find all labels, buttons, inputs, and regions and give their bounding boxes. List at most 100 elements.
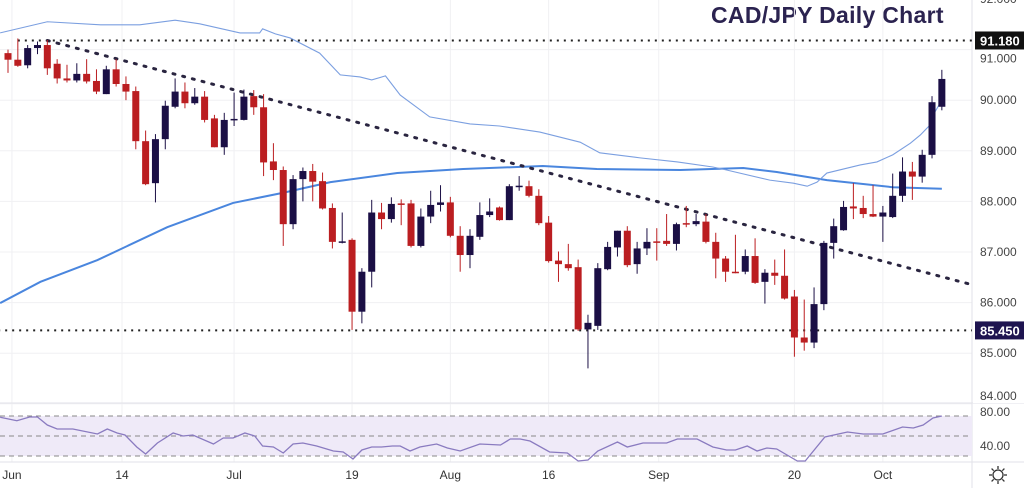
time-tick-label: 16	[542, 468, 556, 482]
candle-down	[92, 80, 100, 92]
candle-up	[368, 212, 376, 272]
candle-up	[820, 242, 828, 305]
candle-down	[731, 271, 739, 274]
candle-up	[889, 195, 897, 218]
candle-up	[840, 206, 848, 231]
trendline	[45, 38, 1022, 300]
time-tick-label: Sep	[648, 468, 670, 482]
candle-down	[702, 221, 710, 242]
candle-down	[849, 206, 857, 209]
candle-up	[486, 211, 494, 216]
candle-down	[496, 207, 503, 221]
price-tick-label: 87.000	[980, 245, 1017, 259]
candle-up	[289, 179, 297, 225]
price-level-label: 91.180	[980, 33, 1020, 48]
candle-up	[358, 271, 366, 312]
candle-down	[260, 107, 268, 163]
candle-down	[132, 91, 140, 142]
price-tick-label: 90.000	[980, 93, 1017, 107]
rsi-line	[0, 415, 942, 462]
candle-up	[938, 78, 946, 107]
candle-up	[476, 215, 484, 237]
candle-down	[210, 118, 218, 148]
candle-up	[191, 96, 199, 104]
candle-up	[102, 69, 110, 95]
time-tick-label: 19	[345, 468, 359, 482]
candle-up	[338, 241, 346, 243]
price-level-label: 85.450	[980, 323, 1020, 338]
price-tick-label: 86.000	[980, 296, 1017, 310]
candle-down	[201, 96, 209, 120]
candle-down	[545, 222, 553, 262]
time-tick-label: 14	[115, 468, 129, 482]
candle-down	[908, 171, 916, 177]
candle-up	[466, 235, 474, 256]
candle-down	[279, 170, 287, 225]
candle-up	[230, 118, 238, 121]
candle-down	[348, 239, 356, 312]
candle-up	[672, 224, 680, 244]
candle-up	[918, 154, 926, 177]
candle-down	[663, 240, 671, 244]
candle-down	[712, 241, 720, 259]
candle-up	[240, 96, 248, 120]
moving-average-slow	[0, 164, 942, 304]
candle-down	[682, 223, 690, 225]
settings-icon[interactable]	[988, 465, 1008, 485]
candle-down	[535, 195, 543, 224]
candle-up	[299, 171, 307, 180]
candle-down	[122, 83, 130, 92]
time-tick-label: Jun	[2, 468, 21, 482]
candle-down	[181, 91, 189, 104]
candle-up	[692, 221, 700, 225]
candle-down	[722, 258, 730, 272]
candle-down	[800, 337, 808, 343]
candle-up	[33, 45, 41, 49]
candle-down	[446, 202, 454, 236]
candle-up	[151, 139, 159, 184]
candle-down	[653, 241, 661, 243]
price-tick-label: 89.000	[980, 144, 1017, 158]
candle-up	[633, 248, 641, 265]
candle-down	[859, 207, 867, 215]
candle-up	[810, 304, 818, 343]
candle-down	[574, 267, 582, 330]
candle-up	[761, 272, 769, 282]
candle-down	[407, 203, 415, 246]
time-tick-label: Aug	[440, 468, 461, 482]
candle-down	[771, 272, 779, 276]
rsi-tick-label: 40.00	[980, 439, 1010, 453]
candle-down	[142, 141, 150, 185]
candle-up	[437, 202, 445, 205]
candle-up	[220, 119, 228, 148]
price-tick-label: 84.000	[980, 389, 1017, 403]
price-level-badge	[975, 321, 1024, 340]
candle-up	[613, 230, 621, 248]
candle-up	[594, 268, 602, 326]
candle-up	[928, 102, 936, 155]
time-tick-label: 20	[788, 468, 802, 482]
candle-down	[328, 207, 336, 242]
candle-down	[564, 264, 572, 269]
rsi-tick-label: 80.00	[980, 405, 1010, 419]
candle-up	[741, 256, 749, 272]
time-tick-label: Jul	[226, 468, 241, 482]
candle-up	[505, 186, 513, 221]
candle-up	[161, 105, 169, 140]
candle-up	[171, 91, 179, 107]
candle-up	[515, 185, 523, 188]
candle-down	[63, 78, 71, 81]
candle-up	[73, 73, 81, 81]
candle-up	[643, 241, 651, 249]
candle-down	[790, 296, 798, 338]
price-tick-label: 85.000	[980, 346, 1017, 360]
candle-up	[417, 216, 425, 246]
candle-down	[14, 59, 22, 66]
candle-down	[83, 73, 91, 82]
candle-down	[397, 203, 405, 205]
price-level-badge	[975, 31, 1024, 50]
candle-down	[781, 275, 789, 299]
price-tick-label: 92.000	[980, 0, 1017, 6]
moving-average-fast	[0, 19, 943, 187]
